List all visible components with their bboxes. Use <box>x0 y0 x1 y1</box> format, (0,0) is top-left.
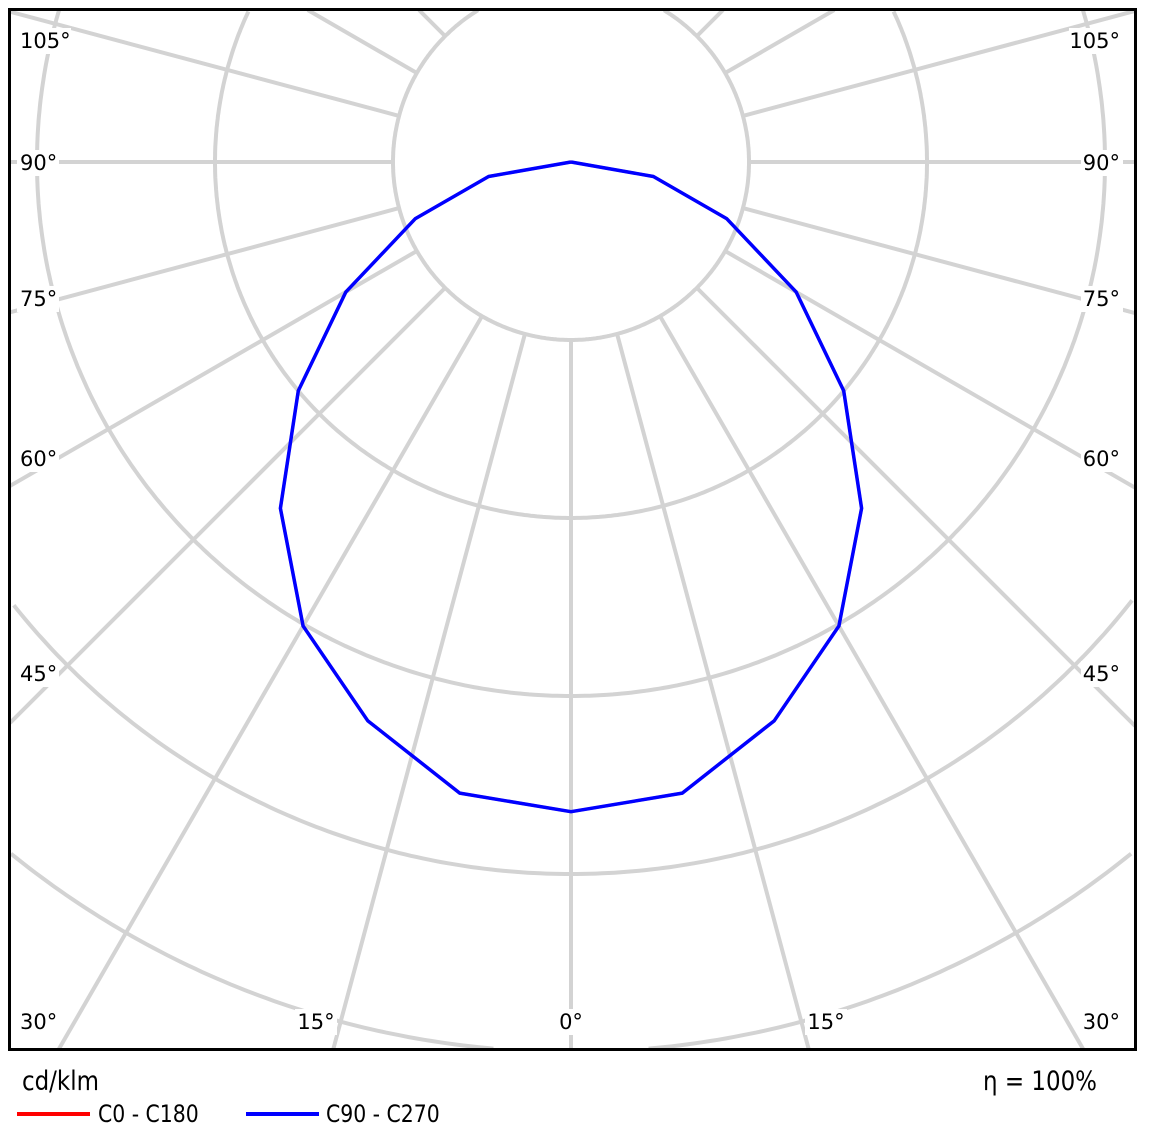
grid-ring <box>10 852 494 1049</box>
unit-label: cd/klm <box>22 1066 99 1097</box>
angle-label-left: 75° <box>20 287 57 311</box>
angle-label-right: 60° <box>1083 447 1120 471</box>
legend-swatch-blue <box>246 1112 319 1116</box>
grid-spoke <box>658 315 1085 1049</box>
series-curve-c90-c270 <box>278 160 864 814</box>
angle-label-bottom: 0° <box>559 1010 583 1034</box>
angle-label-bottom: 15° <box>297 1010 334 1034</box>
label-background <box>17 150 59 176</box>
grid-spoke <box>742 206 1135 316</box>
label-background <box>1081 446 1123 472</box>
angle-label-right: 45° <box>1083 662 1120 686</box>
grid-spoke <box>615 333 811 1049</box>
label-background <box>17 661 59 687</box>
label-background <box>1081 150 1123 176</box>
grid-spoke <box>724 249 1135 490</box>
angle-label-right: 105° <box>1069 29 1120 53</box>
label-background <box>17 446 59 472</box>
grid-spoke <box>695 10 725 38</box>
grid-spoke <box>695 286 1135 728</box>
angle-label-left: 105° <box>20 29 71 53</box>
angle-labels: 105° 90° 75° 60° 45° 30° 105° 90° 75° 60° 45° 30° 15… <box>17 28 1123 1035</box>
label-background <box>295 1009 337 1035</box>
angle-label-left: 90° <box>20 151 57 175</box>
angle-label-right: 75° <box>1083 287 1120 311</box>
grid-spoke <box>57 315 484 1049</box>
grid-spoke <box>306 10 418 75</box>
angle-label-left: 45° <box>20 662 57 686</box>
grid-spoke <box>417 10 447 38</box>
label-background <box>1081 286 1123 312</box>
angle-label-left: 30° <box>20 1010 57 1034</box>
polar-grid <box>10 10 1135 1049</box>
grid-spoke <box>331 333 527 1049</box>
label-background <box>17 286 59 312</box>
grid-ring <box>648 852 1133 1049</box>
label-background <box>17 28 71 54</box>
intensity-curves <box>278 160 864 814</box>
label-background <box>1069 28 1123 54</box>
angle-label-right: 30° <box>1083 1010 1120 1034</box>
label-background <box>1081 661 1123 687</box>
grid-ring <box>391 10 751 342</box>
efficiency-label: η = 100% <box>983 1066 1097 1097</box>
angle-label-right: 90° <box>1083 151 1120 175</box>
legend-swatch-red <box>17 1112 90 1116</box>
legend-label: C90 - C270 <box>326 1100 440 1128</box>
chart-frame <box>8 8 1137 1051</box>
grid-spoke <box>10 10 400 118</box>
angle-label-left: 60° <box>20 447 57 471</box>
label-background <box>1081 1009 1123 1035</box>
grid-spoke <box>10 206 400 315</box>
label-background <box>805 1009 847 1035</box>
grid-spoke <box>724 10 836 75</box>
grid-spoke <box>10 249 418 488</box>
label-background <box>17 1009 59 1035</box>
label-background <box>556 1009 586 1035</box>
angle-label-bottom: 15° <box>807 1010 844 1034</box>
grid-spoke <box>10 286 447 725</box>
grid-ring <box>12 599 1134 876</box>
legend-label: C0 - C180 <box>98 1100 199 1128</box>
